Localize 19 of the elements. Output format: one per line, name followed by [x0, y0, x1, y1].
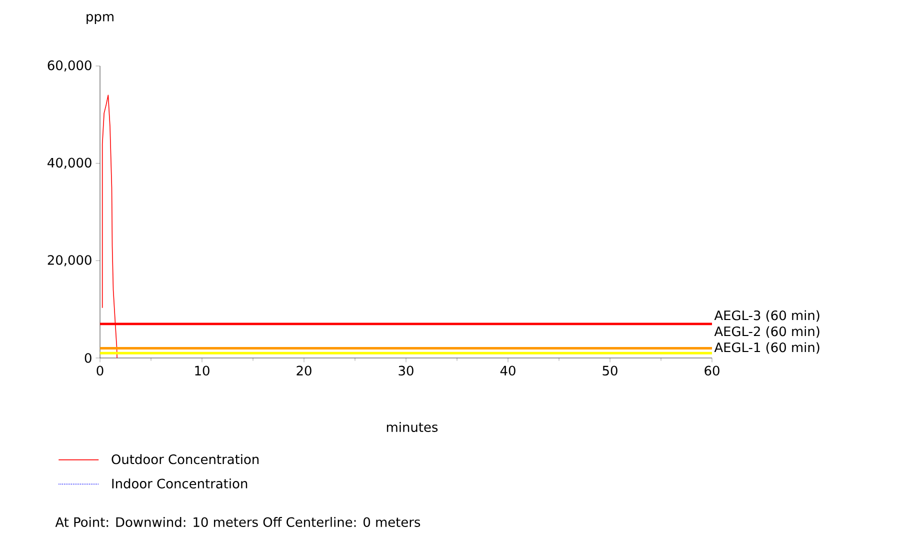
legend-label: Outdoor Concentration — [112, 454, 259, 464]
x-tick-label: 30 — [398, 366, 414, 376]
x-tick-label: 50 — [602, 366, 618, 376]
x-axis-title: minutes — [386, 422, 438, 432]
x-tick-label: 60 — [704, 366, 720, 376]
x-tick-label: 10 — [195, 366, 210, 376]
ref-line-label: AEGL-2 (60 min) — [714, 326, 820, 338]
y-tick-label: 0 — [84, 353, 92, 363]
y-tick-label: 40,000 — [48, 158, 92, 169]
x-tick-label: 40 — [500, 366, 516, 376]
y-tick-label: 60,000 — [48, 60, 92, 72]
text: At Point: Downwind: 10 meters Off Centerline: 0 meters — [55, 516, 420, 527]
ref-line-label: AEGL-1 (60 min) — [714, 342, 820, 354]
x-tick-label: 0 — [96, 366, 104, 376]
ref-line-label: AEGL-3 (60 min) — [714, 310, 820, 322]
y-axis-title: ppm — [86, 14, 114, 24]
legend-label: Indoor Concentration — [112, 478, 248, 488]
y-tick-label: 20,000 — [48, 255, 92, 266]
x-tick-label: 20 — [296, 366, 312, 376]
